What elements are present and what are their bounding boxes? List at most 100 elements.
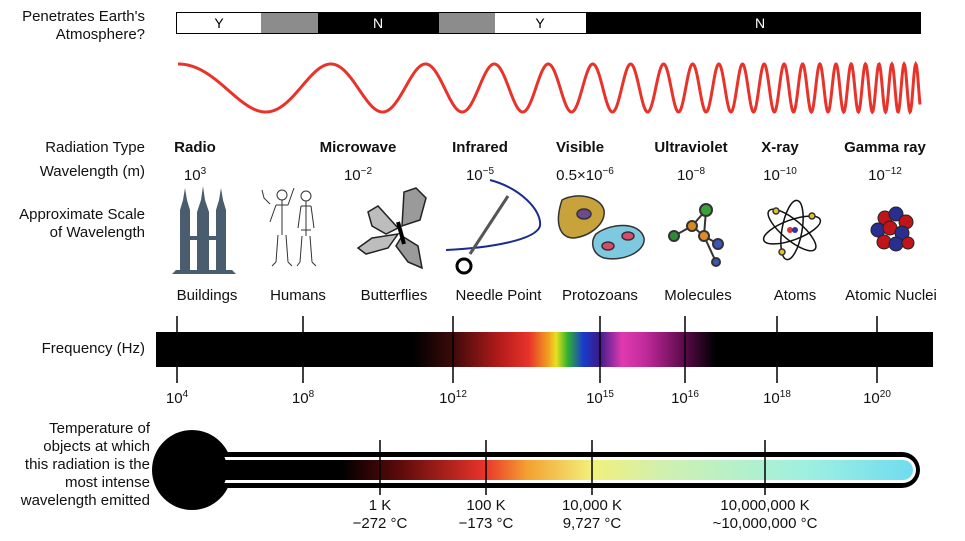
wavelength-value: 10−10 xyxy=(740,163,820,185)
object-label: Needle Point xyxy=(455,287,542,304)
wavelength-value: 10−5 xyxy=(430,163,530,185)
wavelength-exponent: −6 xyxy=(602,166,614,177)
thermometer-fill xyxy=(198,460,913,480)
frequency-band xyxy=(156,332,933,367)
temperature-value: 10,000 K 9,727 °C xyxy=(537,497,647,533)
temperature-celsius: −173 °C xyxy=(458,515,514,532)
atmosphere-segment-label: Y xyxy=(535,15,545,31)
type-name: Ultraviolet xyxy=(654,139,728,156)
atom-icon xyxy=(762,199,822,261)
scale-label-line2: of Wavelength xyxy=(49,224,145,241)
wavelength-exponent: −5 xyxy=(482,166,495,177)
frequency-tick-label: 104 xyxy=(147,386,207,408)
frequency-tick-label: 1018 xyxy=(747,386,807,408)
scale-label: Approximate Scale of Wavelength xyxy=(0,206,145,242)
wavelength-value: 10−12 xyxy=(830,163,940,185)
frequency-base: 10 xyxy=(863,390,880,407)
frequency-base: 10 xyxy=(165,390,183,407)
atmosphere-segment-label: N xyxy=(373,15,383,31)
frequency-base: 10 xyxy=(763,390,780,407)
atmosphere-segment-yes-2 xyxy=(495,13,586,33)
human-icon xyxy=(261,187,317,267)
type-name: Visible xyxy=(555,139,605,156)
temperature-celsius: ~10,000,000 °C xyxy=(712,515,818,532)
temperature-label-line4: most intense xyxy=(64,474,150,491)
wavelength-base: 10 xyxy=(868,167,885,184)
type-name: Infrared xyxy=(452,139,508,156)
wavelength-value: 10−2 xyxy=(303,163,413,185)
atmosphere-label-line1: Penetrates Earth's xyxy=(22,8,145,25)
wavelength-value: 10−8 xyxy=(636,163,746,185)
object-label: Atomic Nuclei xyxy=(845,287,937,304)
atmosphere-segment-label: N xyxy=(755,15,765,31)
thermometer xyxy=(152,430,920,510)
scale-label-line1: Approximate Scale xyxy=(19,206,145,223)
type-name: Radio xyxy=(174,139,216,156)
wave-line xyxy=(178,60,922,115)
wavelength-base: 10 xyxy=(343,167,361,184)
object-label: Butterflies xyxy=(360,287,428,304)
frequency-exponent: 20 xyxy=(879,389,891,400)
frequency-exponent: 16 xyxy=(687,389,699,400)
wavelength-label: Wavelength (m) xyxy=(39,163,145,180)
temperature-value: 100 K −173 °C xyxy=(436,497,536,533)
atmosphere-segment-label: Y xyxy=(214,15,224,31)
frequency-tick-label: 108 xyxy=(273,386,333,408)
object-label: Protozoans xyxy=(562,287,638,304)
type-name: Gamma ray xyxy=(844,139,926,156)
temperature-kelvin: 10,000,000 K xyxy=(720,497,810,514)
wavelength-exponent: −2 xyxy=(360,166,373,177)
frequency-label: Frequency (Hz) xyxy=(41,340,145,357)
scale-ticks xyxy=(176,316,878,383)
frequency-exponent: 15 xyxy=(602,389,614,400)
atmosphere-segment-partial-2 xyxy=(439,13,495,33)
temperature-kelvin: 100 K xyxy=(466,497,506,514)
wavelength-exponent: −10 xyxy=(779,166,797,177)
wavelength-base: 10 xyxy=(465,167,483,184)
object-label: Buildings xyxy=(176,287,238,304)
temperature-ticks xyxy=(379,440,766,495)
object-label: Humans xyxy=(270,287,326,304)
frequency-exponent: 8 xyxy=(308,389,315,400)
atmosphere-segment-partial-1 xyxy=(261,13,318,33)
type-name: X-ray xyxy=(761,139,799,156)
type-name: Microwave xyxy=(319,139,397,156)
wavelength-base: 10 xyxy=(763,167,780,184)
building-icon xyxy=(172,186,236,274)
object-label: Molecules xyxy=(664,287,732,304)
frequency-tick-label: 1016 xyxy=(655,386,715,408)
wavelength-base: 10 xyxy=(676,167,694,184)
temperature-label: Temperature of objects at which this rad… xyxy=(0,420,150,510)
frequency-tick-label: 1012 xyxy=(423,386,483,408)
temperature-kelvin: 1 K xyxy=(368,497,392,514)
atmosphere-bar xyxy=(176,12,921,34)
frequency-exponent: 4 xyxy=(182,389,189,400)
wavelength-base: 0.5×10 xyxy=(556,167,603,184)
needle-icon xyxy=(445,179,542,275)
atmosphere-label: Penetrates Earth's Atmosphere? xyxy=(0,8,145,44)
temperature-value: 10,000,000 K ~10,000,000 °C xyxy=(690,497,840,533)
temperature-label-line2: objects at which xyxy=(43,438,150,455)
frequency-tick-label: 1020 xyxy=(847,386,907,408)
temperature-celsius: −272 °C xyxy=(352,515,408,532)
wavelength-value: 0.5×10−6 xyxy=(535,163,635,185)
atmosphere-label-line2: Atmosphere? xyxy=(55,26,145,43)
wavelength-value: 103 xyxy=(150,163,240,185)
nucleus-icon xyxy=(870,206,915,252)
wavelength-base: 10 xyxy=(183,167,201,184)
frequency-tick-label: 1015 xyxy=(570,386,630,408)
frequency-base: 10 xyxy=(291,390,309,407)
frequency-exponent: 12 xyxy=(455,389,467,400)
wavelength-exponent: −8 xyxy=(693,166,706,177)
butterfly-icon xyxy=(356,187,427,270)
temperature-celsius: 9,727 °C xyxy=(562,515,622,532)
temperature-kelvin: 10,000 K xyxy=(561,497,623,514)
frequency-base: 10 xyxy=(671,390,688,407)
wavelength-exponent: 3 xyxy=(200,166,207,177)
radiation-type-label: Radiation Type xyxy=(45,139,145,156)
temperature-label-line1: Temperature of xyxy=(49,420,150,437)
temperature-value: 1 K −272 °C xyxy=(330,497,430,533)
frequency-exponent: 18 xyxy=(779,389,791,400)
object-label: Atoms xyxy=(773,287,817,304)
